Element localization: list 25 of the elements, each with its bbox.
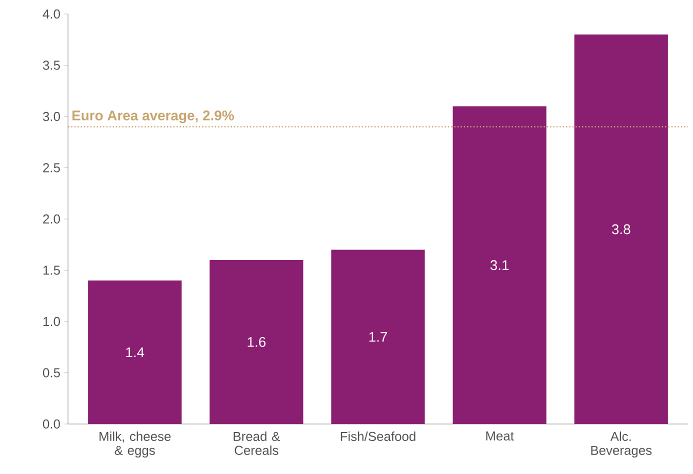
y-tick-label: 3.0	[42, 112, 60, 122]
y-tick-label: 0.5	[42, 368, 60, 378]
y-tick-label: 1.0	[43, 316, 60, 326]
x-tick-label: Fish/Seafood	[340, 432, 416, 442]
data-label: 3.1	[490, 260, 509, 270]
y-tick-label: 2.5	[43, 163, 60, 172]
x-tick-label: Milk, cheese & eggs	[100, 432, 171, 458]
bar	[331, 250, 425, 424]
bar	[88, 280, 182, 424]
y-tick-label: 2.0	[43, 214, 60, 224]
data-label: 1.4	[126, 347, 144, 358]
y-tick-label: 4.0	[42, 9, 60, 19]
data-label: 1.7	[369, 332, 387, 342]
ref-line-label: Euro Area average, 2.9%	[72, 110, 234, 124]
y-tick-label: 0.0	[42, 419, 60, 429]
x-tick-label: Alc. Beverages	[591, 432, 652, 458]
bar	[210, 260, 304, 424]
data-label: 1.6	[248, 337, 266, 347]
data-label: 3.8	[612, 224, 630, 234]
y-tick-label: 3.5	[42, 60, 60, 70]
x-tick-label: Meat	[486, 432, 514, 441]
bar	[452, 106, 546, 424]
bar	[574, 34, 668, 424]
y-tick-label: 1.5	[43, 266, 60, 275]
x-tick-label: Bread & Cereals	[234, 432, 280, 455]
